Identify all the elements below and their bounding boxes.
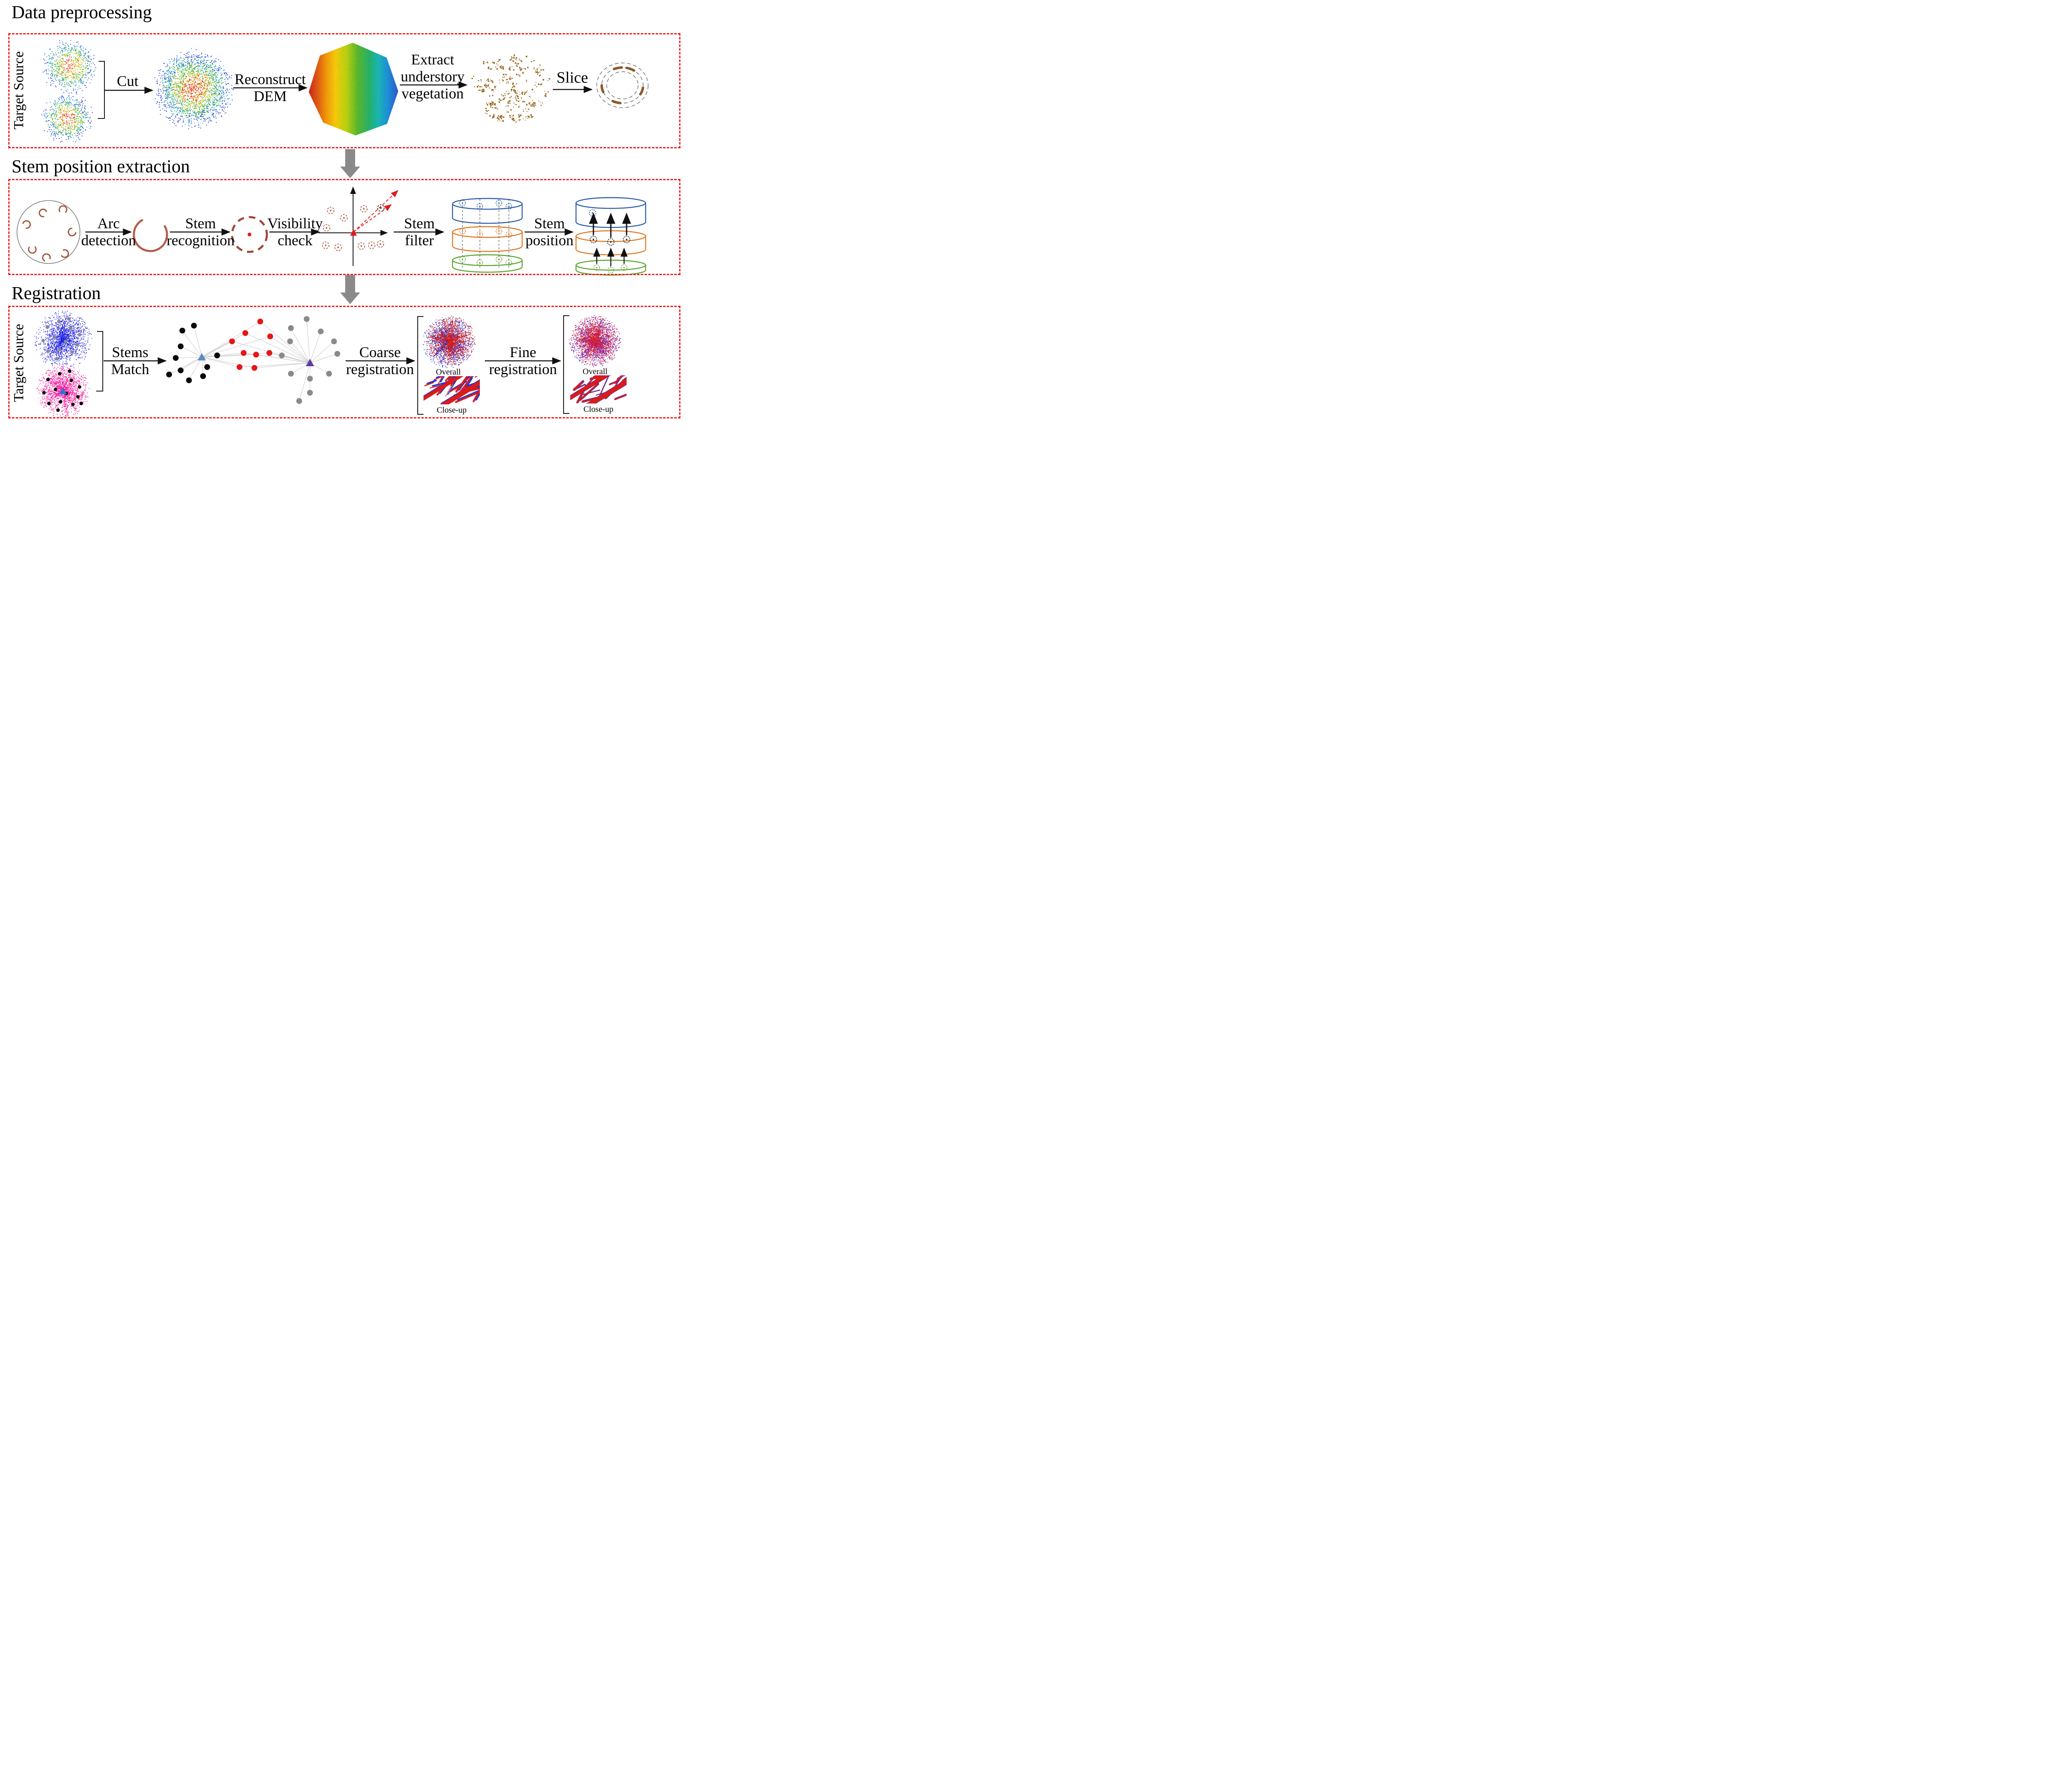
view-ray-1	[353, 190, 399, 232]
understory-vegetation-scatter	[472, 54, 550, 123]
label-line: registration	[346, 361, 414, 377]
registration-side-label: Target Source	[11, 324, 27, 402]
slice-ring-inner	[606, 71, 639, 99]
stem-match-graph	[166, 316, 340, 404]
workflow-figure: Data preprocessing Stem position extract…	[0, 0, 688, 442]
label-line: detection	[81, 232, 136, 249]
label-line: Stem	[404, 215, 435, 232]
stem-filter-cylinders	[452, 198, 523, 273]
coarse-overall-cloud-red	[426, 315, 476, 365]
recognized-stem-center-dot	[247, 232, 252, 237]
stem-extraction-box	[8, 179, 680, 275]
label-line: Visibility	[267, 215, 323, 232]
slice-ring-outer	[596, 63, 649, 108]
fine-overall-label: Overall	[583, 367, 608, 376]
detected-arcs	[22, 205, 77, 262]
label-line: Stem	[534, 215, 565, 232]
step-label-cut: Cut	[116, 72, 139, 89]
target-point-cloud	[43, 40, 96, 94]
step-label-coarse-registration: Coarse registration	[346, 344, 414, 378]
coarse-closeup	[424, 376, 480, 404]
step-label-fine-registration: Fine registration	[489, 344, 557, 378]
registration-input-bracket	[96, 331, 103, 392]
stem-arc-shape	[133, 219, 168, 252]
recognized-stem-dashed-circle	[231, 216, 268, 253]
scanner-position-triangle	[350, 229, 357, 236]
target-stem-dots	[41, 317, 82, 361]
dem-surface	[309, 43, 398, 135]
flow-arrow-down-2	[340, 275, 360, 304]
step-label-arc-detection: Arc detection	[81, 215, 136, 249]
slice-ring-marks	[600, 66, 644, 104]
section-title-stem-position-extraction: Stem position extraction	[12, 156, 190, 176]
source-point-cloud	[41, 92, 93, 143]
label-line: Reconstruct	[235, 71, 306, 87]
coarse-result-bracket	[417, 316, 424, 415]
flow-arrow-down-1	[340, 149, 360, 178]
arc-detection-plot-circle	[17, 200, 80, 264]
label-line: Match	[111, 361, 149, 377]
label-line: Stems	[111, 344, 148, 360]
label-line: filter	[405, 232, 434, 249]
label-line: Extract	[411, 51, 454, 68]
visibility-check-stems	[322, 204, 385, 251]
section-title-data-preprocessing: Data preprocessing	[12, 2, 152, 22]
slice-ring-middle	[601, 67, 644, 104]
step-label-reconstruct-dem: Reconstruct DEM	[235, 71, 306, 105]
label-line: understory	[401, 68, 465, 85]
coarse-overall-label: Overall	[436, 367, 461, 377]
step-label-slice: Slice	[557, 69, 588, 87]
step-label-stem-position: Stem position	[525, 215, 574, 249]
registration-box	[8, 306, 680, 418]
step-label-extract-vegetation: Extract understory vegetation	[401, 51, 465, 102]
section-title-registration: Registration	[12, 283, 101, 303]
step-label-stems-match: Stems Match	[111, 344, 149, 378]
label-line: vegetation	[402, 85, 464, 102]
fine-overall-cloud-red	[570, 316, 620, 366]
preprocessing-box	[8, 33, 680, 148]
step-label-visibility-check: Visibility check	[267, 215, 323, 249]
label-line: position	[525, 232, 574, 249]
label-line: DEM	[253, 88, 287, 104]
coarse-closeup-label: Close-up	[436, 406, 467, 415]
step-label-stem-filter: Stem filter	[404, 215, 435, 249]
label-line: registration	[489, 361, 557, 377]
registration-target-cloud	[34, 310, 92, 367]
label-line: Stem	[185, 215, 216, 232]
merged-point-cloud	[154, 48, 234, 129]
view-ray-2	[353, 204, 392, 232]
label-line: recognition	[167, 232, 235, 249]
label-line: Fine	[509, 344, 537, 360]
step-label-stem-recognition: Stem recognition	[167, 215, 235, 249]
preprocessing-side-label: Target Source	[11, 51, 27, 130]
source-stem-dots	[42, 369, 83, 412]
label-line: Arc	[97, 215, 120, 232]
label-line: check	[278, 232, 312, 249]
fine-closeup	[570, 375, 627, 404]
diagram-graphics	[17, 40, 649, 418]
fine-closeup-label: Close-up	[583, 405, 614, 414]
fine-result-bracket	[563, 315, 569, 414]
label-line: Coarse	[359, 344, 401, 360]
